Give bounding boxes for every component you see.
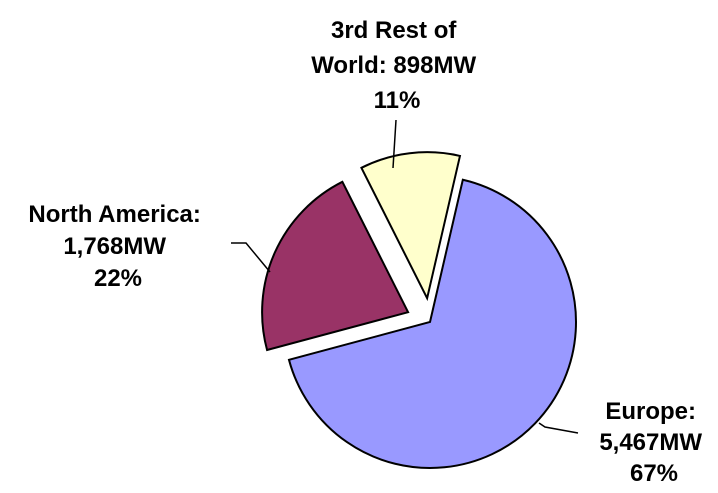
rest-of-world-value: World: 898MW <box>311 52 476 79</box>
europe-percent: 67% <box>630 460 678 487</box>
leader-line-north-america <box>231 242 271 273</box>
leader-line-3rd-rest-of-world <box>392 119 397 169</box>
europe-value: 5,467MW <box>599 429 702 456</box>
leader-lines <box>231 119 579 434</box>
north-america-value: 1,768MW <box>63 233 166 260</box>
pie-slice-3rd-rest-of-world <box>360 151 462 302</box>
pie-slices <box>261 151 577 469</box>
slice-label-rest-of-world: 3rd Rest of World: 898MW 11% <box>311 17 483 114</box>
north-america-percent: 22% <box>94 265 142 292</box>
pie-slice-north-america <box>261 180 410 352</box>
leader-line-europe <box>538 422 579 434</box>
europe-name: Europe: <box>605 398 696 425</box>
rest-of-world-name: 3rd Rest of <box>331 17 457 44</box>
north-america-name: North America: <box>28 201 200 228</box>
slice-label-north-america: North America: 1,768MW 22% <box>28 201 207 292</box>
slice-label-europe: Europe: 5,467MW 67% <box>599 398 708 487</box>
rest-of-world-percent: 11% <box>374 87 421 114</box>
pie-slice-europe <box>287 178 577 469</box>
